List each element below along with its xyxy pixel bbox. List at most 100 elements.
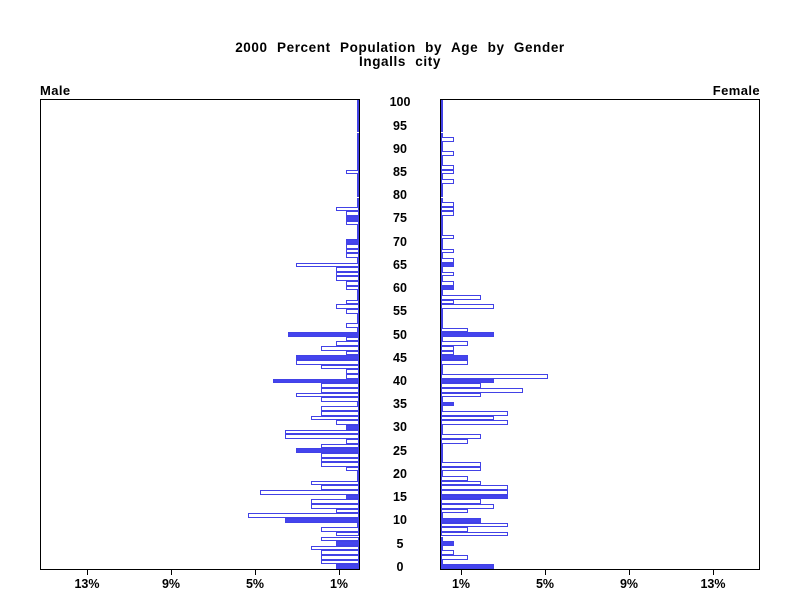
male-bar-age-33 [321, 411, 359, 416]
male-bar-age-63 [336, 271, 359, 277]
female-bar-age-58 [441, 295, 481, 300]
male-bar-age-70 [346, 239, 359, 244]
male-bar-age-49 [346, 336, 359, 342]
female-bar-age-60 [441, 285, 454, 291]
female-bar-age-96 [441, 118, 443, 124]
female-bar-age-75 [441, 216, 443, 221]
male-bar-age-31 [336, 420, 359, 426]
male-bar-age-28 [285, 434, 359, 439]
female-bar-age-98 [441, 109, 443, 114]
male-x-tick-9 [171, 570, 172, 575]
male-bar-age-99 [357, 104, 359, 110]
female-bar-age-55 [441, 308, 443, 314]
female-bar-age-42 [441, 369, 443, 374]
male-bar-age-87 [357, 160, 359, 165]
female-bar-age-88 [441, 155, 443, 161]
male-x-tick-label-1: 1% [329, 577, 349, 591]
female-bar-age-18 [441, 480, 481, 486]
male-bar-age-60 [346, 285, 359, 291]
male-panel [40, 99, 360, 570]
male-bar-age-69 [346, 243, 359, 249]
male-bar-age-68 [346, 248, 359, 254]
female-bar-age-95 [441, 123, 443, 128]
female-bar-age-8 [441, 527, 468, 532]
female-bar-age-84 [441, 174, 443, 179]
female-x-tick-9 [629, 570, 630, 575]
male-bar-age-82 [357, 183, 359, 189]
male-bar-age-1 [321, 559, 359, 565]
male-bar-age-13 [311, 503, 359, 509]
female-bar-age-44 [441, 360, 468, 365]
female-bar-age-36 [441, 397, 443, 402]
age-tick-label-85: 85 [393, 165, 407, 179]
male-bar-age-35 [357, 401, 359, 407]
male-bar-age-98 [357, 109, 359, 114]
male-bar-age-10 [285, 517, 359, 523]
female-bar-age-1 [441, 559, 443, 565]
female-bar-age-2 [441, 555, 468, 560]
female-bar-age-79 [441, 197, 443, 203]
male-bar-age-55 [346, 308, 359, 314]
age-tick-label-10: 10 [393, 513, 407, 528]
male-bar-age-91 [357, 141, 359, 147]
male-bar-age-72 [357, 230, 359, 235]
male-panel-header: Male [40, 83, 71, 98]
male-bar-age-62 [336, 276, 359, 282]
age-tick-label-75: 75 [393, 211, 407, 226]
male-x-tick-13 [87, 570, 88, 575]
age-tick-label-100: 100 [389, 95, 411, 110]
chart-title: 2000 Percent Population by Age by Gender [235, 40, 565, 55]
female-bar-age-70 [441, 239, 443, 244]
female-bar-age-23 [441, 457, 443, 463]
female-bar-age-41 [441, 373, 548, 379]
male-bar-age-27 [346, 438, 359, 444]
male-bar-age-12 [336, 508, 359, 514]
female-bar-age-26 [441, 443, 443, 449]
female-bar-age-59 [441, 290, 443, 295]
male-bar-age-80 [357, 192, 359, 198]
female-bar-age-9 [441, 522, 508, 528]
female-bar-age-90 [441, 146, 443, 152]
female-bar-age-29 [441, 429, 443, 435]
male-bar-age-51 [357, 327, 359, 333]
age-tick-label-95: 95 [393, 118, 407, 133]
female-bar-age-14 [441, 499, 481, 504]
male-bar-age-42 [346, 369, 359, 374]
female-bar-age-19 [441, 476, 468, 481]
male-bar-age-65 [296, 262, 359, 268]
male-bar-age-2 [321, 555, 359, 560]
female-x-tick-1 [461, 570, 462, 575]
age-tick-label-20: 20 [393, 466, 407, 481]
male-bar-age-61 [346, 281, 359, 286]
female-bar-age-49 [441, 336, 443, 342]
male-bar-age-92 [357, 137, 359, 142]
female-bar-age-82 [441, 183, 443, 189]
female-x-tick-label-1: 1% [451, 577, 471, 591]
age-tick-label-25: 25 [393, 443, 407, 458]
male-bar-age-7 [336, 531, 359, 537]
female-bar-age-50 [441, 332, 494, 337]
age-tick-label-60: 60 [393, 281, 407, 296]
male-bar-age-100 [357, 100, 359, 105]
male-bar-age-14 [311, 499, 359, 504]
age-tick-label-45: 45 [393, 350, 407, 365]
female-bar-age-24 [441, 452, 443, 458]
female-bar-age-57 [441, 299, 454, 305]
male-bar-age-32 [311, 415, 359, 421]
male-x-tick-1 [339, 570, 340, 575]
female-bar-age-5 [441, 541, 454, 546]
female-bar-age-71 [441, 234, 454, 240]
male-bar-age-66 [357, 257, 359, 263]
male-bar-age-81 [357, 188, 359, 193]
female-bar-age-81 [441, 188, 443, 193]
female-bar-age-73 [441, 225, 443, 230]
male-bar-age-6 [321, 536, 359, 542]
female-bar-age-77 [441, 206, 454, 212]
female-bar-age-16 [441, 490, 508, 495]
chart-subtitle: Ingalls city [359, 54, 441, 69]
male-bar-age-53 [357, 318, 359, 323]
female-bar-age-80 [441, 192, 443, 198]
male-bar-age-41 [346, 373, 359, 379]
female-bar-age-7 [441, 531, 508, 537]
female-bar-age-69 [441, 243, 443, 249]
